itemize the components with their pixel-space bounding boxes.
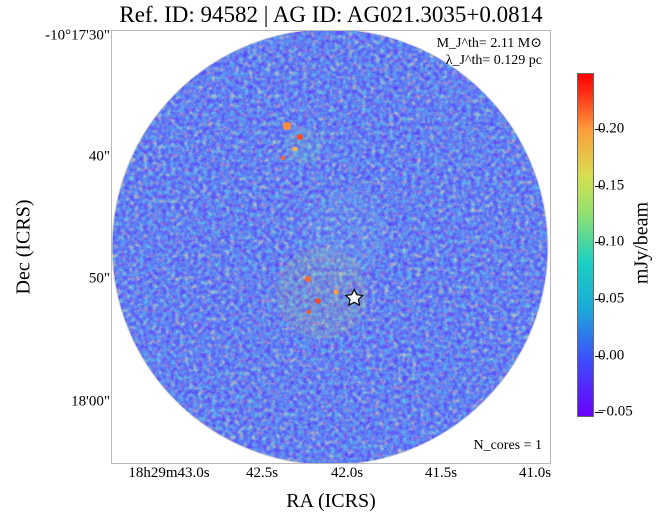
colorbar-label-4: 0.05 <box>598 290 625 307</box>
x-tick-2: 42.5s <box>245 465 279 481</box>
jeans-mass-label: M_J^th= 2.11 M⊙ <box>436 36 542 51</box>
colorbar-label-6: −0.05 <box>598 403 633 420</box>
y-tick-2: 40" <box>88 148 110 165</box>
colorbar-label-2: 0.15 <box>598 177 625 194</box>
x-tick-5: 41.0s <box>518 465 552 481</box>
y-tick-4: 18'00" <box>71 393 110 410</box>
colorbar-tick-line <box>595 186 603 187</box>
y-tick-1: -10°17'30" <box>45 27 110 44</box>
y-axis-title: Dec (ICRS) <box>12 199 35 295</box>
star-icon <box>344 288 364 307</box>
colorbar-title: mJy/beam <box>630 201 653 285</box>
x-tick-4: 41.5s <box>424 465 458 481</box>
colorbar-label-3: 0.10 <box>598 233 625 250</box>
continuum-map <box>112 31 549 463</box>
x-tick-3: 42.0s <box>330 465 364 481</box>
colorbar-label-5: 0.00 <box>598 347 625 364</box>
figure-title: Ref. ID: 94582 | AG ID: AG021.3035+0.081… <box>119 2 543 27</box>
colorbar-tick-line <box>595 356 603 357</box>
plot-frame: M_J^th= 2.11 M⊙ λ_J^th= 0.129 pc N_cores… <box>111 30 551 464</box>
colorbar-tick-line <box>595 299 603 300</box>
colorbar-tick-line <box>595 242 603 243</box>
x-tick-1: 18h29m43.0s <box>128 465 210 481</box>
colorbar-label-1: 0.20 <box>598 120 625 137</box>
cores-count-label: N_cores = 1 <box>473 438 542 453</box>
y-tick-3: 50" <box>88 270 110 287</box>
x-axis-title: RA (ICRS) <box>286 490 376 512</box>
colorbar-tick-line <box>595 412 603 413</box>
colorbar <box>577 73 594 417</box>
jeans-length-label: λ_J^th= 0.129 pc <box>445 53 542 68</box>
colorbar-tick-line <box>595 129 603 130</box>
